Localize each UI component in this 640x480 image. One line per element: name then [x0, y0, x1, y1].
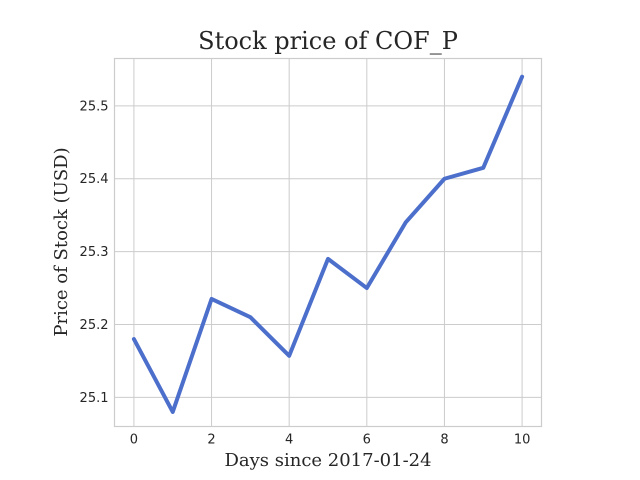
y-tick-label: 25.4 [80, 172, 109, 187]
grid-lines [114, 58, 542, 427]
x-tick-label: 4 [285, 433, 293, 448]
y-tick-label: 25.1 [80, 391, 109, 406]
x-axis-label: Days since 2017-01-24 [224, 450, 431, 471]
y-axis-ticks: 25.1 25.2 25.3 25.4 25.5 [80, 99, 109, 405]
y-tick-label: 25.3 [80, 245, 109, 260]
x-tick-label: 2 [207, 433, 215, 448]
y-axis-label: Price of Stock (USD) [51, 147, 72, 336]
x-axis-ticks: 0 2 4 6 8 10 [130, 433, 531, 448]
x-tick-label: 8 [440, 433, 448, 448]
y-tick-label: 25.2 [80, 318, 109, 333]
chart-title: Stock price of COF_P [198, 27, 458, 55]
x-tick-label: 6 [363, 433, 371, 448]
series-line-0 [131, 74, 525, 414]
series-layer [131, 74, 525, 414]
plot-area-frame [113, 57, 543, 428]
y-tick-label: 25.5 [80, 99, 109, 114]
x-tick-label: 0 [130, 433, 138, 448]
x-tick-label: 10 [514, 433, 531, 448]
